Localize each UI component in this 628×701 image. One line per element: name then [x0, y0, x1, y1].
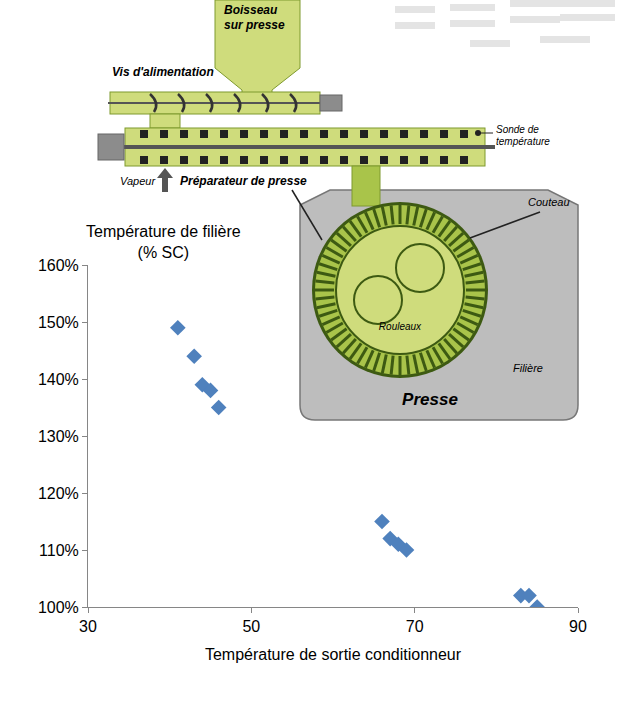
- svg-text:Température de sortie conditio: Température de sortie conditionneur: [205, 646, 462, 663]
- svg-text:Vis d'alimentation: Vis d'alimentation: [112, 65, 214, 79]
- svg-text:Température de filière(% SC): Température de filière(% SC): [86, 223, 241, 261]
- svg-text:90: 90: [569, 618, 587, 635]
- svg-text:100%: 100%: [38, 599, 79, 616]
- svg-text:sur presse: sur presse: [224, 18, 285, 32]
- svg-text:Sonde de: Sonde de: [496, 124, 539, 135]
- svg-text:30: 30: [79, 618, 97, 635]
- svg-text:Rouleaux: Rouleaux: [379, 321, 422, 332]
- svg-text:140%: 140%: [38, 371, 79, 388]
- svg-text:Boisseau: Boisseau: [224, 3, 278, 17]
- svg-text:160%: 160%: [38, 257, 79, 274]
- svg-text:110%: 110%: [39, 542, 79, 559]
- svg-text:Préparateur de presse: Préparateur de presse: [180, 174, 307, 188]
- svg-text:Couteau: Couteau: [528, 196, 570, 208]
- svg-text:50: 50: [242, 618, 260, 635]
- svg-text:130%: 130%: [38, 428, 79, 445]
- svg-text:température: température: [496, 136, 550, 147]
- svg-text:150%: 150%: [38, 314, 79, 331]
- svg-text:Vapeur: Vapeur: [120, 175, 156, 187]
- svg-text:Presse: Presse: [402, 390, 458, 409]
- svg-text:Filière: Filière: [513, 362, 543, 374]
- svg-text:120%: 120%: [38, 485, 79, 502]
- svg-text:70: 70: [406, 618, 424, 635]
